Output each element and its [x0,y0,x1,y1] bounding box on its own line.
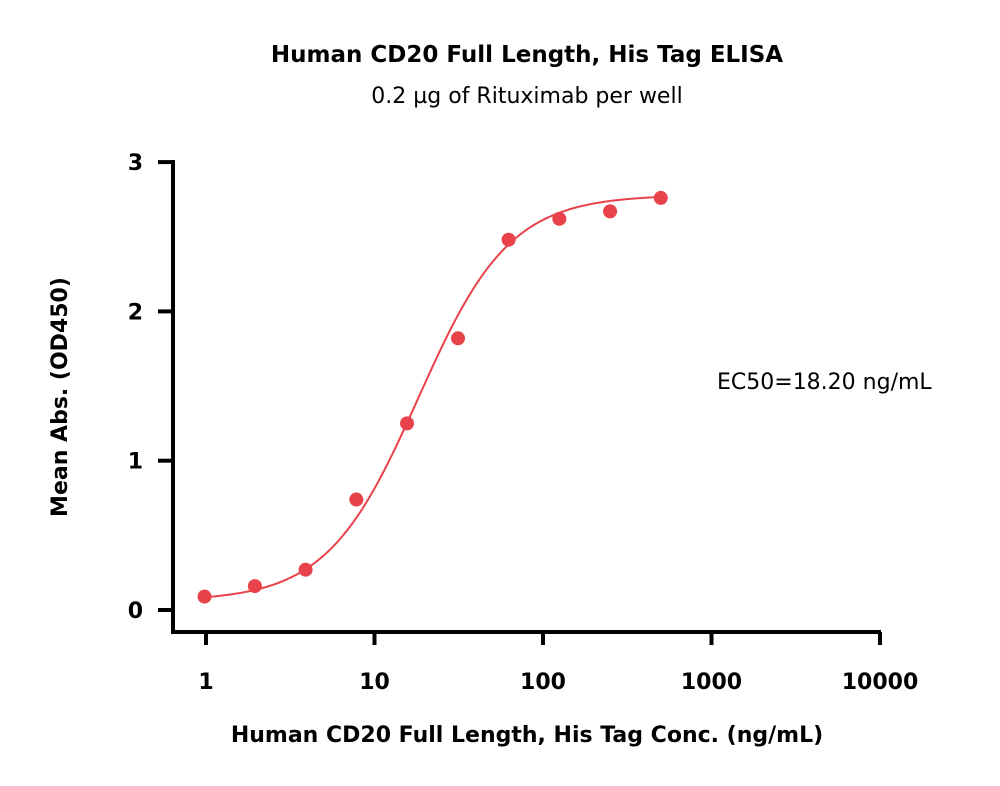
x-axis-title: Human CD20 Full Length, His Tag Conc. (n… [231,723,823,748]
data-point-5 [450,331,465,346]
chart-title: Human CD20 Full Length, His Tag ELISA [271,42,783,68]
x-tick-label-3: 1000 [681,670,742,695]
data-point-6 [501,232,516,247]
data-point-7 [552,211,567,226]
y-tick-label-3: 3 [128,151,143,176]
x-axis: 1 10 100 1000 10000 [173,630,919,695]
data-point-1 [247,579,262,594]
x-tick-label-2: 100 [520,670,566,695]
data-point-9 [653,190,668,205]
chart-subtitle: 0.2 µg of Rituximab per well [371,84,682,109]
x-tick-label-4: 10000 [842,670,919,695]
y-axis: 0 1 2 3 [128,151,175,634]
ec50-annotation: EC50=18.20 ng/mL [717,370,932,395]
data-point-2 [298,562,313,577]
y-tick-label-0: 0 [128,599,143,624]
x-tick-label-0: 1 [198,670,213,695]
fit-curve [204,195,661,599]
data-points [197,190,668,604]
data-point-3 [349,492,364,507]
y-tick-label-1: 1 [128,450,143,475]
y-axis-title: Mean Abs. (OD450) [48,277,73,517]
data-point-4 [400,416,415,431]
y-tick-label-2: 2 [128,300,143,325]
data-point-0 [197,589,212,604]
x-tick-label-1: 10 [359,670,390,695]
data-point-8 [603,204,618,219]
